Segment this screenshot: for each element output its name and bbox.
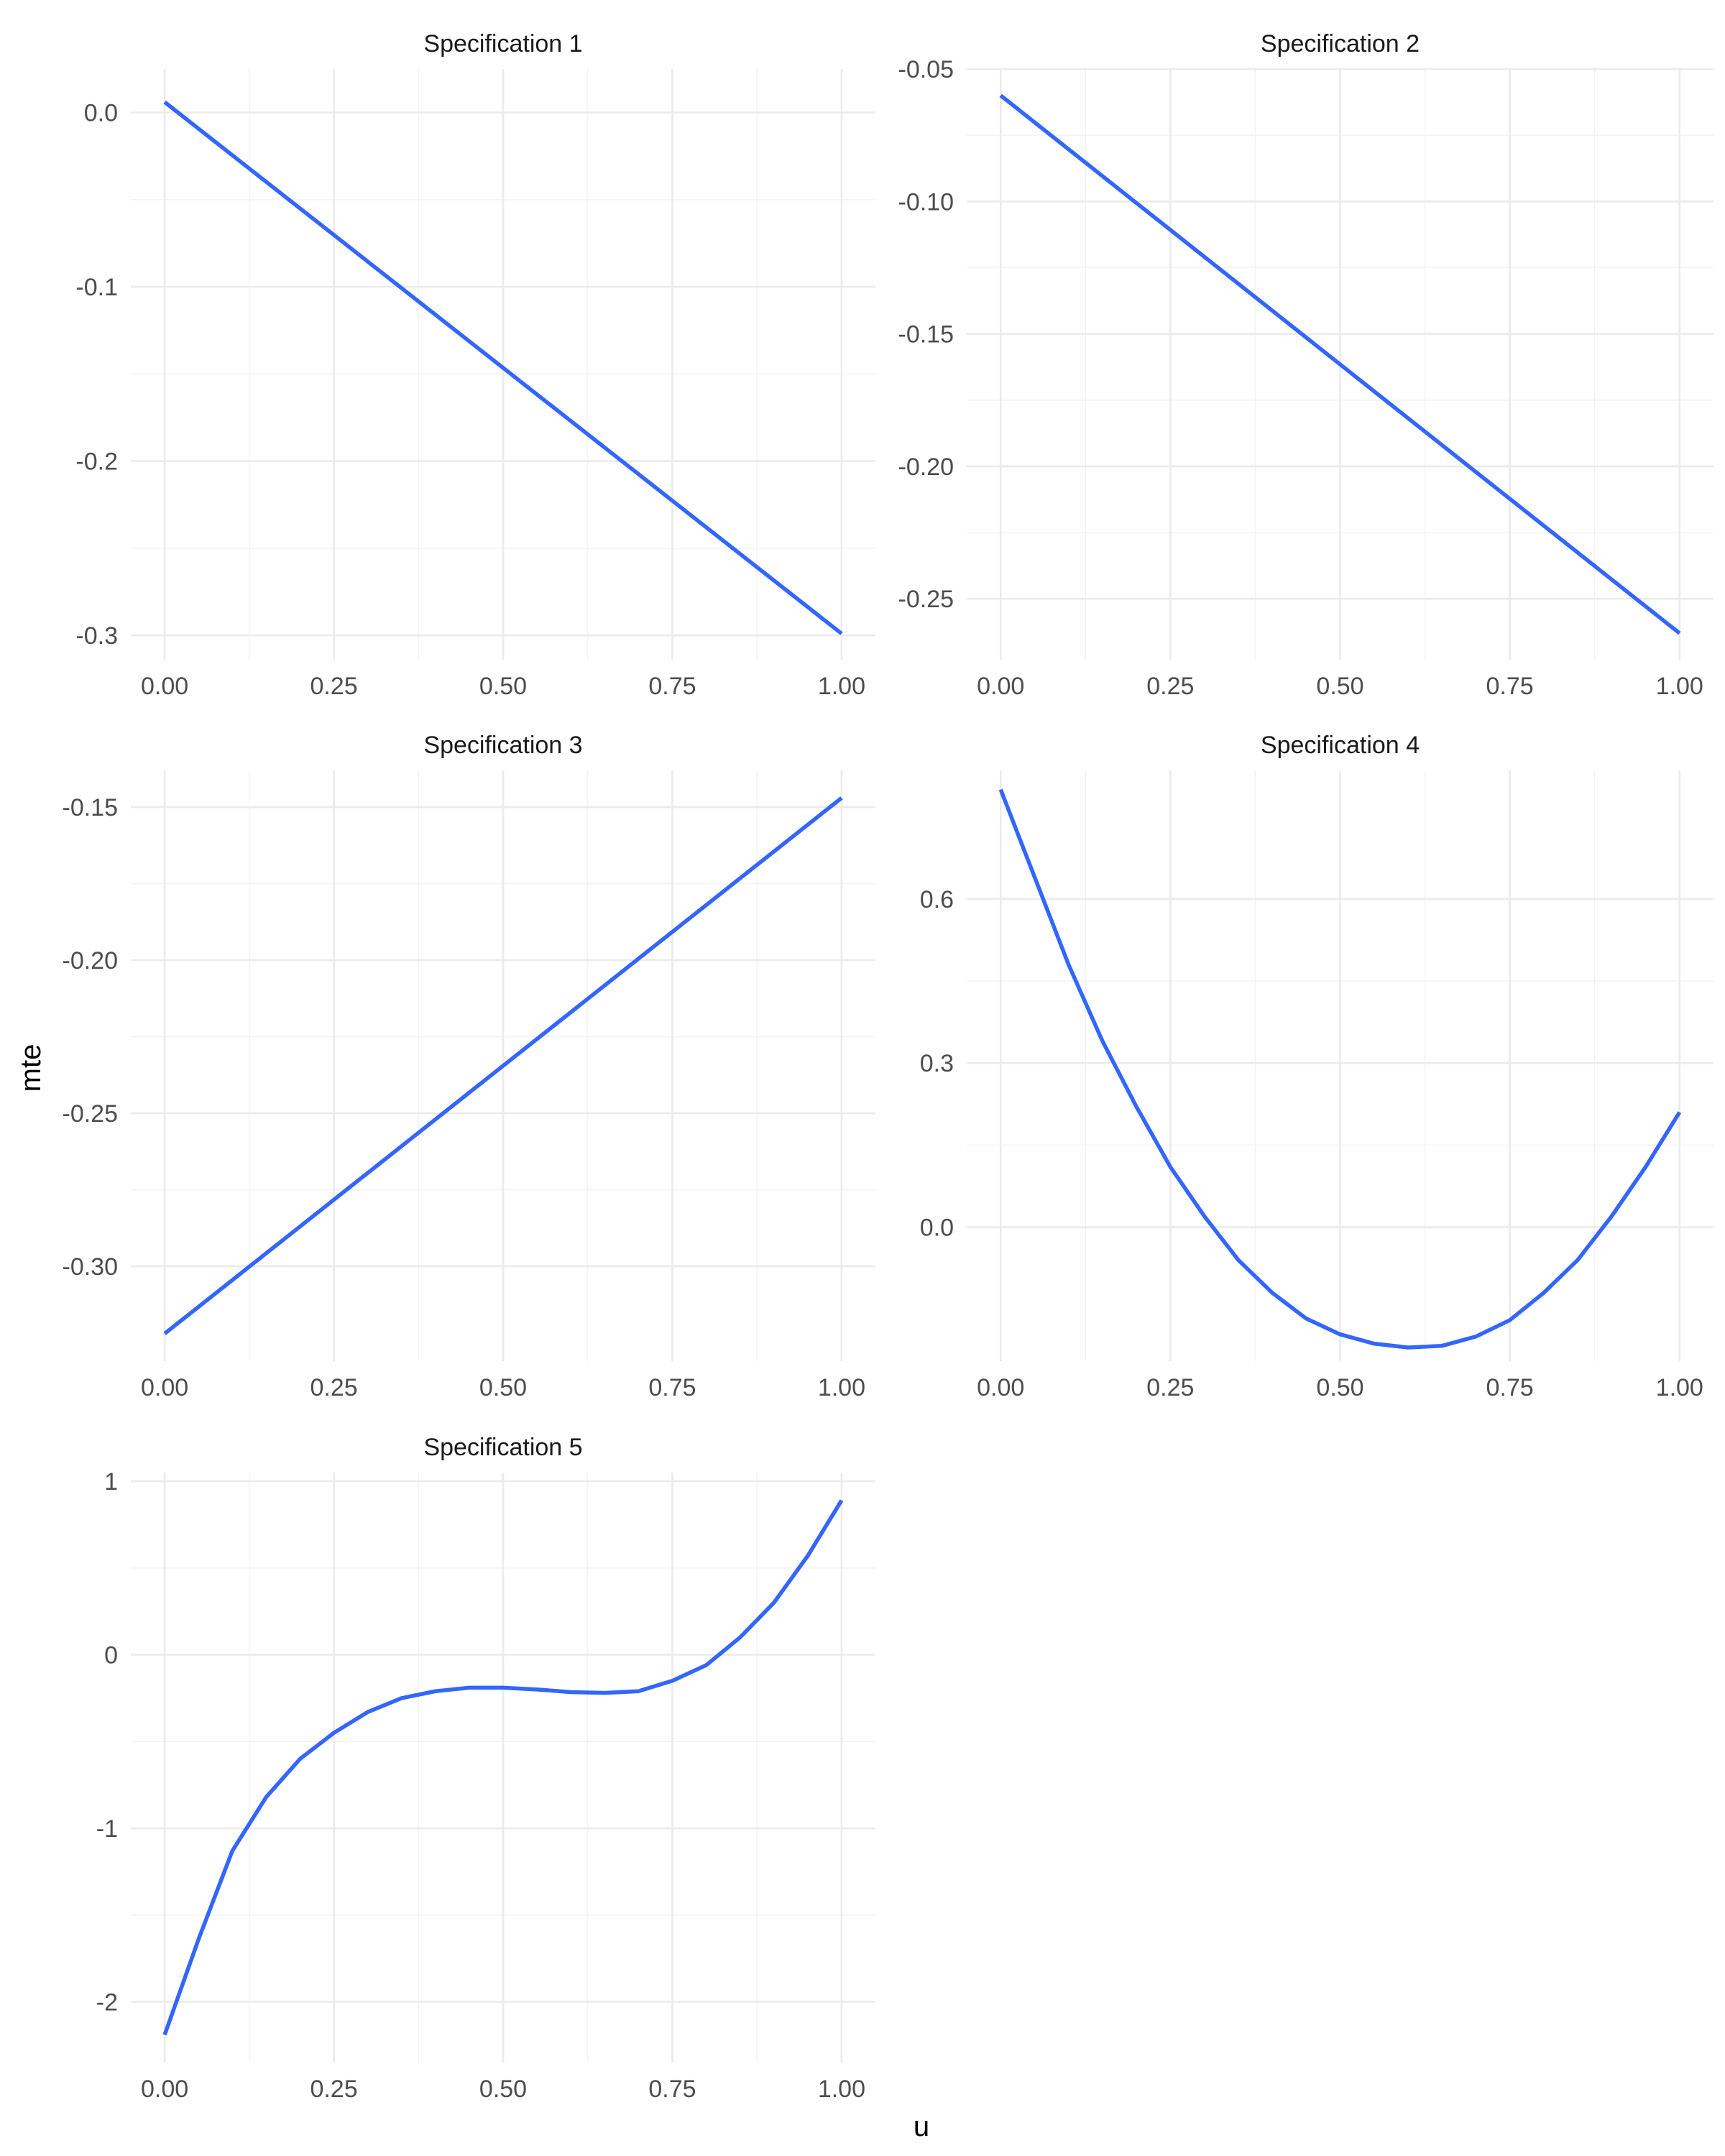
- y-tick-label: -0.05: [898, 56, 954, 83]
- panel-title: Specification 5: [423, 1434, 582, 1461]
- x-tick-label: 1.00: [1656, 1374, 1703, 1401]
- x-tick-label: 0.75: [648, 1374, 696, 1401]
- x-tick-label: 0.75: [1486, 673, 1534, 700]
- x-tick-label: 0.25: [310, 2076, 357, 2103]
- x-tick-label: 1.00: [1656, 673, 1703, 700]
- x-tick-label: 0.50: [1316, 1374, 1363, 1401]
- y-tick-label: 1: [104, 1468, 118, 1496]
- x-tick-label: 0.50: [479, 1374, 527, 1401]
- panel-title: Specification 3: [423, 732, 582, 759]
- x-tick-label: 0.50: [479, 2076, 527, 2103]
- x-tick-label: 1.00: [818, 673, 865, 700]
- y-tick-label: -0.25: [63, 1100, 119, 1128]
- series-line: [163, 100, 843, 635]
- y-tick-label: 0.3: [920, 1050, 954, 1077]
- y-tick-label: -0.2: [75, 448, 118, 476]
- x-tick-label: 1.00: [818, 2076, 865, 2103]
- y-tick-label: -0.10: [898, 188, 954, 216]
- y-tick-label: -0.30: [63, 1253, 119, 1281]
- panel-2: 0.00 0.25 0.50 0.75 1.00 -0.05 -0.10 -0.15 -0.20…: [898, 30, 1714, 700]
- y-axis-title: mte: [15, 1044, 47, 1092]
- panel-title: Specification 1: [423, 30, 582, 57]
- y-tick-label: 0.0: [920, 1215, 954, 1242]
- panel-title: Specification 2: [1261, 30, 1420, 57]
- y-tick-label: -0.20: [63, 947, 119, 975]
- x-axis-title: u: [914, 2111, 929, 2142]
- y-tick-label: 0.6: [920, 886, 954, 913]
- panel-title: Specification 4: [1261, 732, 1420, 759]
- x-tick-label: 0.00: [977, 673, 1024, 700]
- y-tick-label: 0.0: [84, 100, 118, 127]
- y-tick-label: 0: [104, 1642, 118, 1669]
- y-tick-label: -2: [96, 1989, 118, 2016]
- panel-5: 0.00 0.25 0.50 0.75 1.00 1 0 -1 -2 Specification …: [96, 1434, 875, 2103]
- x-tick-label: 0.00: [977, 1374, 1024, 1401]
- y-tick-label: -0.25: [898, 586, 954, 613]
- panel-4: 0.00 0.25 0.50 0.75 1.00 0.6 0.3 0.0 Specificati…: [920, 732, 1714, 1401]
- x-tick-label: 0.75: [648, 673, 696, 700]
- x-tick-label: 0.50: [479, 673, 527, 700]
- x-tick-label: 0.25: [1146, 1374, 1194, 1401]
- series-line: [999, 93, 1681, 635]
- series-line: [998, 788, 1682, 1350]
- y-tick-label: -0.15: [63, 794, 119, 821]
- y-tick-label: -1: [96, 1815, 118, 1843]
- x-tick-label: 0.75: [648, 2076, 696, 2103]
- x-tick-label: 1.00: [818, 1374, 865, 1401]
- x-tick-label: 0.25: [1146, 673, 1194, 700]
- x-tick-label: 0.50: [1316, 673, 1363, 700]
- y-tick-label: -0.1: [75, 274, 118, 301]
- x-tick-label: 0.25: [310, 673, 357, 700]
- series-line: [162, 1499, 844, 2036]
- x-tick-label: 0.00: [141, 2076, 188, 2103]
- y-tick-label: -0.15: [898, 321, 954, 349]
- x-tick-label: 0.00: [141, 1374, 188, 1401]
- panel-3: 0.00 0.25 0.50 0.75 1.00 -0.15 -0.20 -0.25 -0.30…: [63, 732, 875, 1401]
- y-tick-label: -0.3: [75, 622, 118, 650]
- series-line: [163, 796, 843, 1335]
- x-tick-label: 0.25: [310, 1374, 357, 1401]
- panel-1: 0.00 0.25 0.50 0.75 1.00 0.0 -0.1 -0.2 -0.3 Speci…: [75, 30, 875, 700]
- y-tick-label: -0.20: [898, 453, 954, 481]
- x-tick-label: 0.00: [141, 673, 188, 700]
- x-tick-label: 0.75: [1486, 1374, 1534, 1401]
